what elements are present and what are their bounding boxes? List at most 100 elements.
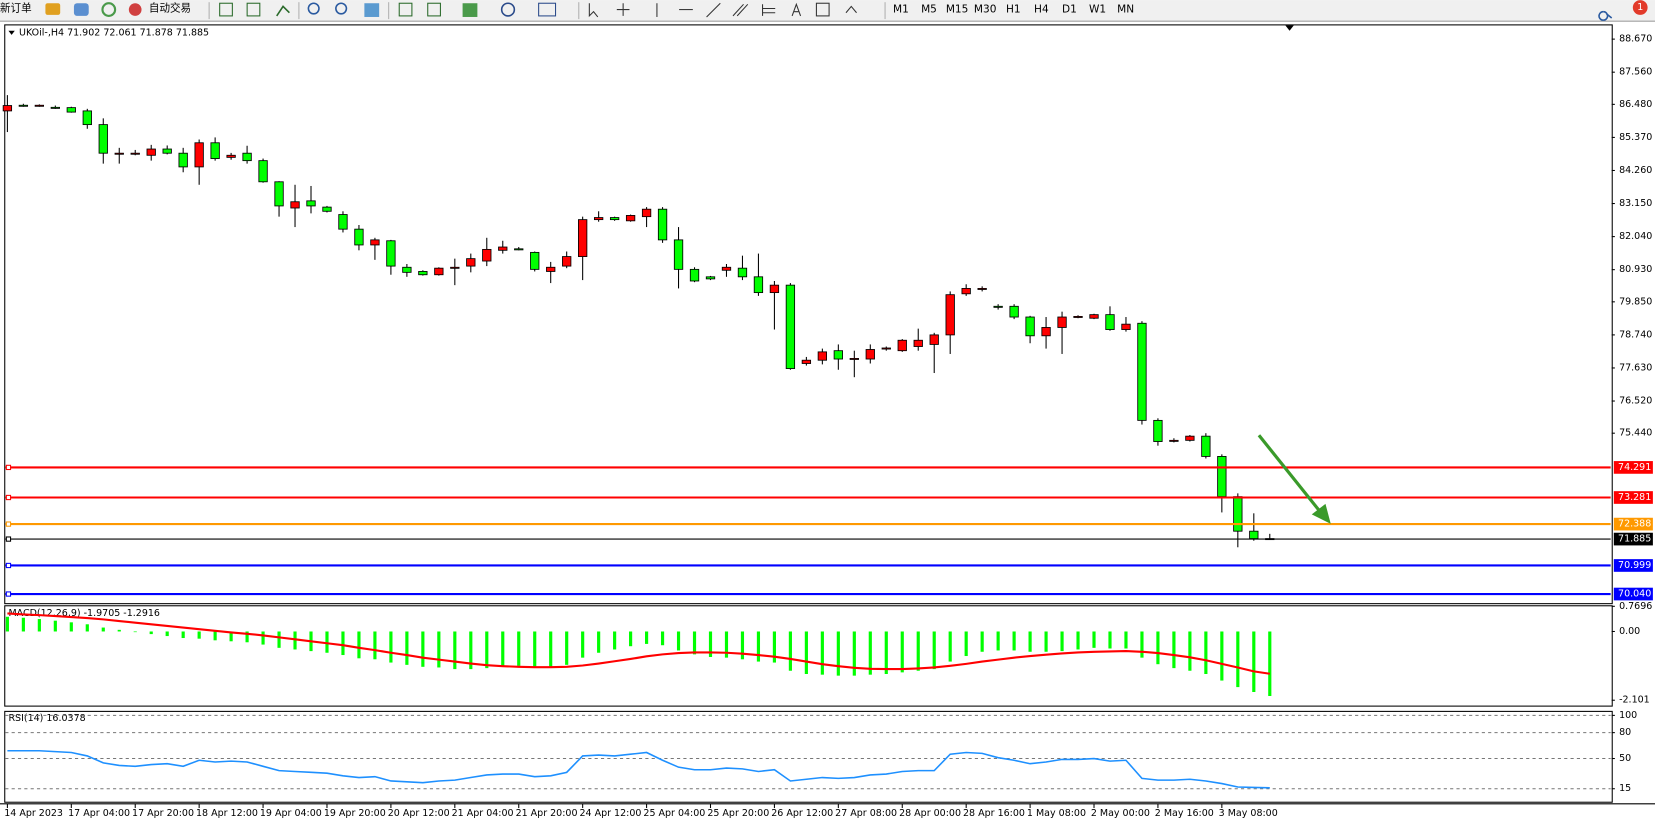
- x-tick-label: 28 Apr 16:00: [963, 808, 1025, 819]
- zoom-out[interactable]: [335, 2, 348, 15]
- timeframe-button[interactable]: M15: [946, 4, 969, 16]
- candle-body: [258, 160, 268, 183]
- candle-body: [514, 248, 524, 251]
- x-tick-label: 28 Apr 00:00: [899, 808, 961, 819]
- channel-tool[interactable]: [732, 3, 749, 17]
- chart-shift-marker[interactable]: [1285, 25, 1294, 31]
- timeframe-button[interactable]: D1: [1062, 4, 1077, 16]
- candle-body: [881, 347, 891, 350]
- timeframe-button[interactable]: M1: [893, 4, 909, 16]
- icon[interactable]: [427, 2, 441, 17]
- symbol-menu-marker[interactable]: [8, 30, 15, 35]
- x-tick-label: 19 Apr 04:00: [260, 808, 322, 819]
- candle-body: [274, 181, 284, 207]
- y-tick-label: 79.850: [1619, 296, 1652, 307]
- icon[interactable]: [45, 3, 61, 15]
- y-tick-label: 0.00: [1619, 626, 1640, 637]
- x-tick-label: 21 Apr 20:00: [516, 808, 578, 819]
- level-label: 73.281: [1618, 492, 1651, 503]
- candle-body: [482, 248, 492, 262]
- y-tick-label: 0.7696: [1619, 601, 1652, 612]
- level-handle: [5, 591, 12, 597]
- icon[interactable]: [364, 3, 380, 17]
- timeframe-button[interactable]: M30: [974, 4, 997, 16]
- badge-count: 1: [1637, 2, 1643, 13]
- candle-body: [354, 228, 364, 246]
- level-handle: [5, 521, 12, 527]
- search-icon[interactable]: [1598, 10, 1613, 21]
- auto-trade-icon[interactable]: [128, 3, 142, 16]
- candle-body: [50, 106, 60, 109]
- timeframe-button[interactable]: M5: [921, 4, 937, 16]
- y-tick-label: 83.150: [1619, 198, 1652, 209]
- candle-body: [546, 266, 556, 272]
- candle-body: [1185, 435, 1195, 441]
- level-label-bg: [1613, 587, 1653, 601]
- x-tick-label: 25 Apr 04:00: [643, 808, 705, 819]
- trendline-tool[interactable]: [706, 2, 721, 18]
- icon[interactable]: [398, 2, 413, 17]
- zoom-in[interactable]: [307, 2, 320, 15]
- icon[interactable]: [73, 3, 89, 16]
- candle-body: [386, 240, 396, 267]
- y-tick-label: 88.670: [1619, 34, 1652, 45]
- periods[interactable]: [500, 2, 516, 17]
- level-label: 74.291: [1618, 462, 1651, 473]
- timeframe-button[interactable]: MN: [1117, 4, 1134, 16]
- level-label: 72.388: [1618, 519, 1651, 530]
- level-label-bg: [1613, 491, 1653, 504]
- timeframe-bar: M1 M5 M15 M30 H1 H4 D1 W1 MN: [893, 4, 1134, 16]
- templates[interactable]: [538, 2, 557, 17]
- candle-body: [1121, 323, 1131, 330]
- icon[interactable]: [246, 2, 261, 17]
- timeframe-button[interactable]: H1: [1006, 4, 1021, 16]
- indicators[interactable]: [462, 3, 478, 17]
- level-label: 70.999: [1618, 560, 1651, 571]
- x-tick-label: 24 Apr 12:00: [579, 808, 641, 819]
- candle-body: [833, 350, 843, 360]
- candle-body: [961, 288, 971, 295]
- y-tick-label: 77.630: [1619, 362, 1652, 373]
- timeframe-button[interactable]: H4: [1034, 4, 1049, 16]
- arrows-tool[interactable]: [845, 5, 857, 14]
- icon[interactable]: [219, 2, 233, 17]
- candle-body: [945, 294, 955, 336]
- candle-body: [498, 246, 508, 251]
- level-label-bg: [1613, 517, 1653, 531]
- candle-body: [370, 239, 380, 246]
- candle-body: [753, 276, 764, 294]
- text-tool[interactable]: [791, 2, 802, 17]
- level-label-bg: [1613, 461, 1653, 474]
- candle-body: [1041, 327, 1051, 337]
- candle-body: [657, 208, 668, 241]
- candle-body: [338, 214, 348, 230]
- candle-body: [290, 201, 300, 209]
- crosshair-tool[interactable]: [616, 3, 630, 16]
- label-tool[interactable]: [815, 2, 830, 17]
- level-label-bg: [1613, 559, 1653, 572]
- x-tick-label: 27 Apr 08:00: [835, 808, 897, 819]
- rsi-line: [7, 749, 1270, 789]
- x-tick-label: 19 Apr 20:00: [324, 808, 386, 819]
- fibo-tool[interactable]: [762, 4, 776, 16]
- icon[interactable]: [276, 5, 290, 17]
- level-label-bg: [1613, 532, 1653, 546]
- cursor-tool[interactable]: [588, 3, 599, 18]
- candle-body: [897, 339, 907, 352]
- level-handle: [5, 562, 12, 569]
- candle-body: [66, 107, 76, 113]
- new-order-button[interactable]: 新订单: [0, 2, 32, 15]
- candle-body: [609, 217, 620, 221]
- candle-body: [210, 142, 220, 159]
- auto-trade-button[interactable]: 自动交易: [149, 2, 191, 15]
- notification-badge[interactable]: [1632, 0, 1648, 15]
- candle-body: [466, 258, 476, 267]
- candle-body: [1137, 322, 1147, 421]
- candle-body: [1249, 530, 1259, 540]
- candle-body: [1057, 316, 1067, 328]
- icon[interactable]: [101, 2, 117, 17]
- timeframe-button[interactable]: W1: [1089, 4, 1106, 16]
- macd-frame: [4, 605, 1613, 707]
